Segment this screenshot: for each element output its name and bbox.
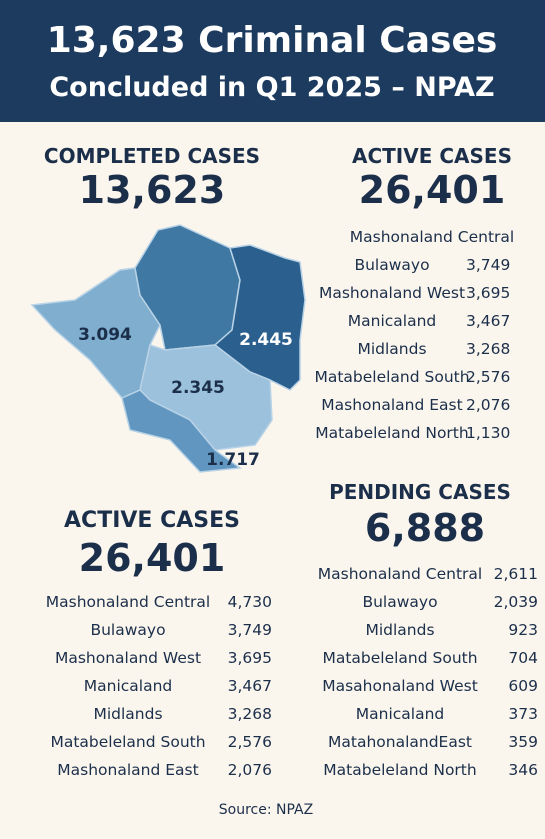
region-count: 2,039 bbox=[493, 593, 538, 611]
map-label: 2.345 bbox=[171, 378, 225, 398]
region-name: Matabeleland South bbox=[314, 368, 470, 386]
section-heading: ACTIVE CASES bbox=[64, 508, 240, 533]
region-count: 3,268 bbox=[466, 340, 511, 358]
region-name: Mashonaland Central bbox=[317, 565, 483, 583]
map-label: 3.094 bbox=[78, 325, 132, 345]
map-region bbox=[213, 244, 306, 391]
region-name: Matabeleland North bbox=[315, 424, 469, 442]
region-count: 2,076 bbox=[227, 761, 272, 779]
region-name: Bulawayo bbox=[354, 256, 430, 274]
region-name: Manicaland bbox=[83, 677, 173, 695]
region-count: 3,467 bbox=[227, 677, 272, 695]
subtitle: Concluded in Q1 2025 – NPAZ bbox=[49, 72, 495, 103]
region-name: MatahonalandEast bbox=[328, 733, 472, 751]
region-count: 2,611 bbox=[493, 565, 538, 583]
region-count: 346 bbox=[508, 761, 538, 779]
section-total: 26,401 bbox=[78, 536, 226, 580]
map-region bbox=[139, 344, 273, 451]
region-name: Manicaland bbox=[355, 705, 445, 723]
region-count: 3,749 bbox=[227, 621, 272, 639]
region-count: 609 bbox=[508, 677, 538, 695]
section-heading: ACTIVE CASES bbox=[352, 144, 512, 168]
region-name: Mashonaland West bbox=[318, 284, 466, 302]
region-count: 373 bbox=[508, 705, 538, 723]
region-name: Mashonaland West bbox=[54, 649, 202, 667]
region-count: 3,268 bbox=[227, 705, 272, 723]
map-region bbox=[121, 389, 243, 473]
region-name: Mashonaland Central bbox=[45, 593, 211, 611]
region-name: Manicaland bbox=[347, 312, 437, 330]
region-count: 2,576 bbox=[466, 368, 511, 386]
section-heading: PENDING CASES bbox=[329, 480, 511, 504]
region-name: Mashonaland East bbox=[57, 761, 199, 779]
region-name: Bulawayo bbox=[90, 621, 166, 639]
region-name: Matabeleland North bbox=[323, 761, 477, 779]
map-label: 2.445 bbox=[239, 330, 293, 350]
region-count: 2,576 bbox=[227, 733, 272, 751]
section-total: 13,623 bbox=[78, 168, 226, 212]
region-count: 704 bbox=[508, 649, 538, 667]
region-name: Midlands bbox=[357, 340, 427, 358]
region-count: 2,076 bbox=[466, 396, 511, 414]
region-name: Midlands bbox=[365, 621, 435, 639]
section-total: 26,401 bbox=[358, 168, 506, 212]
region-count: 923 bbox=[508, 621, 538, 639]
header bbox=[0, 0, 545, 122]
region-name: Masahonaland West bbox=[322, 677, 478, 695]
region-name: Mashonaland Central bbox=[349, 228, 515, 246]
region-name: Matabeleland South bbox=[50, 733, 206, 751]
map-label: 1.717 bbox=[206, 450, 260, 470]
region-count: 359 bbox=[508, 733, 538, 751]
region-name: Mashonaland East bbox=[321, 396, 463, 414]
source: Source: NPAZ bbox=[218, 802, 314, 818]
region-count: 3,749 bbox=[466, 256, 511, 274]
region-count: 1,130 bbox=[466, 424, 511, 442]
region-name: Bulawayo bbox=[362, 593, 438, 611]
section-heading: COMPLETED CASES bbox=[43, 144, 261, 168]
region-count: 3,695 bbox=[466, 284, 511, 302]
region-name: Matabeleland South bbox=[322, 649, 478, 667]
section-total: 6,888 bbox=[364, 506, 486, 550]
title: 13,623 Criminal Cases bbox=[46, 20, 498, 61]
region-count: 3,695 bbox=[227, 649, 272, 667]
region-count: 4,730 bbox=[227, 593, 272, 611]
map-region bbox=[30, 267, 161, 399]
region-count: 3,467 bbox=[466, 312, 511, 330]
region-name: Midlands bbox=[93, 705, 163, 723]
